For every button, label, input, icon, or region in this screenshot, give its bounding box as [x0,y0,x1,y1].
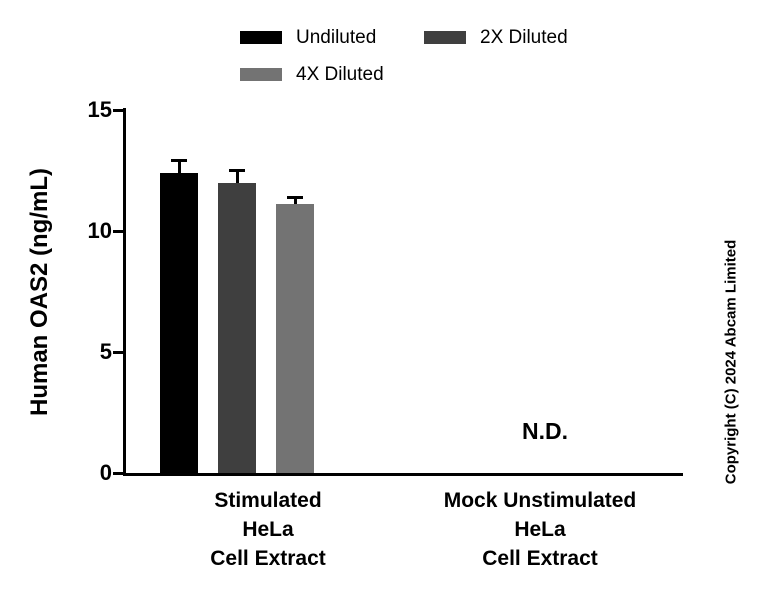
x-axis-line [123,473,683,476]
x-axis-category-label: Stimulated HeLa Cell Extract [210,489,326,570]
error-bar-2x-diluted [235,170,239,183]
y-axis-tick-label: 10 [87,218,112,243]
y-axis-tick-label: 0 [99,460,112,485]
x-axis-category-label: Mock Unstimulated HeLa Cell Extract [443,489,637,570]
y-axis-tick [113,350,123,354]
y-axis-tick-label: 5 [99,339,112,364]
y-axis-tick [113,108,123,112]
legend-swatch-4x-diluted [240,68,282,81]
legend-label-2x-diluted: 2X Diluted [480,27,568,48]
error-bar-cap-undiluted [171,159,187,163]
bar-undiluted [160,172,198,473]
y-axis-title: Human OAS2 (ng/mL) [26,167,53,417]
error-bar-cap-2x-diluted [229,169,245,172]
legend-swatch-2x-diluted [424,31,466,44]
not-detected-label: N.D. [522,418,568,444]
legend-label-undiluted: Undiluted [296,27,377,48]
error-bar-4x-diluted [293,197,297,205]
copyright-text: Copyright (C) 2024 Abcam Limited [722,239,740,485]
y-axis-tick [113,471,123,475]
y-axis-line [123,108,126,476]
legend-label-4x-diluted: 4X Diluted [296,64,384,85]
error-bar-undiluted [177,160,181,173]
y-axis-tick [113,229,123,233]
legend-swatch-undiluted [240,31,282,44]
y-axis-tick-label: 15 [87,97,112,122]
bar-2x-diluted [218,182,256,473]
bar-4x-diluted [276,204,314,473]
error-bar-cap-4x-diluted [287,195,303,199]
